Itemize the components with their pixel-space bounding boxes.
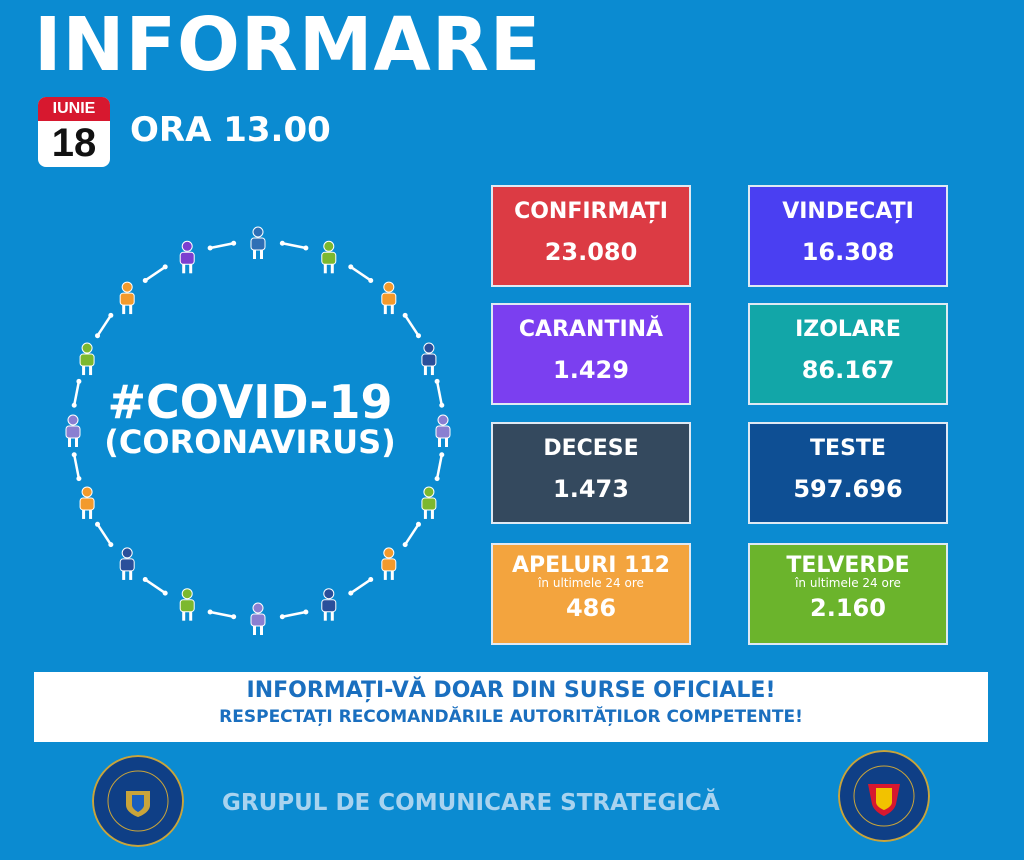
banner-line-1: INFORMAȚI-VĂ DOAR DIN SURSE OFICIALE! bbox=[246, 678, 776, 703]
person-icon bbox=[381, 547, 397, 580]
person-icon bbox=[79, 342, 95, 376]
double-arrow-icon bbox=[207, 240, 237, 251]
stat-label: TESTE bbox=[810, 436, 886, 461]
page-title: INFORMARE bbox=[34, 2, 542, 88]
stat-label: VINDECAȚI bbox=[782, 199, 914, 224]
person-icon bbox=[250, 602, 266, 635]
double-arrow-icon bbox=[71, 452, 82, 482]
stat-box-izolare: IZOLARE 86.167 bbox=[748, 303, 948, 405]
stat-box-vindeca-i: VINDECAȚI 16.308 bbox=[748, 185, 948, 287]
stat-box-decese: DECESE 1.473 bbox=[491, 422, 691, 524]
double-arrow-icon bbox=[348, 577, 374, 596]
person-icon bbox=[79, 486, 95, 519]
stat-sublabel: în ultimele 24 ore bbox=[538, 576, 644, 590]
person-icon bbox=[250, 226, 266, 259]
stat-sublabel: în ultimele 24 ore bbox=[795, 576, 901, 590]
double-arrow-icon bbox=[402, 312, 421, 339]
stat-label: CARANTINĂ bbox=[518, 317, 664, 342]
stat-box-carantin-: CARANTINĂ 1.429 bbox=[491, 303, 691, 405]
dsu-logo bbox=[838, 750, 930, 842]
double-arrow-icon bbox=[71, 378, 82, 408]
stat-value: 1.473 bbox=[553, 475, 629, 503]
double-arrow-icon bbox=[348, 264, 374, 283]
person-icon bbox=[421, 486, 437, 519]
double-arrow-icon bbox=[279, 240, 309, 251]
person-icon bbox=[179, 588, 195, 621]
stat-value: 1.429 bbox=[553, 356, 629, 384]
stat-value: 486 bbox=[565, 594, 617, 622]
person-icon bbox=[119, 547, 135, 580]
double-arrow-icon bbox=[95, 521, 114, 548]
stat-box-teste: TESTE 597.696 bbox=[748, 422, 948, 524]
stat-label: TELVERDE bbox=[786, 553, 910, 578]
person-icon bbox=[65, 414, 81, 447]
banner-line-2: RESPECTAȚI RECOMANDĂRILE AUTORITĂȚILOR C… bbox=[219, 707, 803, 727]
double-arrow-icon bbox=[402, 521, 421, 548]
person-icon bbox=[119, 281, 135, 315]
double-arrow-icon bbox=[95, 312, 114, 339]
person-icon bbox=[321, 240, 337, 274]
people-ring-illustration bbox=[65, 226, 451, 635]
stat-value: 597.696 bbox=[793, 475, 903, 503]
stat-label: APELURI 112 bbox=[512, 553, 670, 578]
government-logo bbox=[92, 755, 184, 847]
double-arrow-icon bbox=[142, 264, 168, 283]
covid-heading: #COVID-19 (CORONAVIRUS) bbox=[100, 375, 400, 461]
person-icon bbox=[179, 240, 195, 274]
stat-label: DECESE bbox=[543, 436, 639, 461]
person-icon bbox=[321, 588, 337, 621]
footer-text: GRUPUL DE COMUNICARE STRATEGICĂ bbox=[222, 790, 720, 816]
double-arrow-icon bbox=[434, 452, 445, 482]
person-icon bbox=[435, 414, 451, 447]
double-arrow-icon bbox=[279, 609, 309, 620]
subtitle: (CORONAVIRUS) bbox=[104, 423, 396, 461]
stat-value: 23.080 bbox=[544, 238, 638, 266]
double-arrow-icon bbox=[434, 378, 445, 408]
double-arrow-icon bbox=[207, 609, 237, 620]
person-icon bbox=[381, 281, 397, 315]
stat-box-confirma-i: CONFIRMAȚI 23.080 bbox=[491, 185, 691, 287]
stat-value: 2.160 bbox=[810, 594, 886, 622]
calendar-month: IUNIE bbox=[38, 97, 110, 121]
stat-value: 86.167 bbox=[801, 356, 895, 384]
official-sources-banner: INFORMAȚI-VĂ DOAR DIN SURSE OFICIALE! RE… bbox=[34, 672, 988, 742]
calendar-icon: IUNIE 18 bbox=[38, 97, 110, 167]
person-icon bbox=[421, 342, 437, 376]
report-time: ORA 13.00 bbox=[130, 110, 331, 150]
stat-box-telverde: TELVERDE în ultimele 24 ore 2.160 bbox=[748, 543, 948, 645]
double-arrow-icon bbox=[142, 577, 168, 596]
stat-label: CONFIRMAȚI bbox=[514, 199, 668, 224]
calendar-day: 18 bbox=[51, 121, 97, 165]
stat-label: IZOLARE bbox=[795, 317, 901, 342]
hashtag: #COVID-19 bbox=[107, 375, 393, 429]
stat-box-apeluri-112: APELURI 112 în ultimele 24 ore 486 bbox=[491, 543, 691, 645]
stat-value: 16.308 bbox=[801, 238, 895, 266]
